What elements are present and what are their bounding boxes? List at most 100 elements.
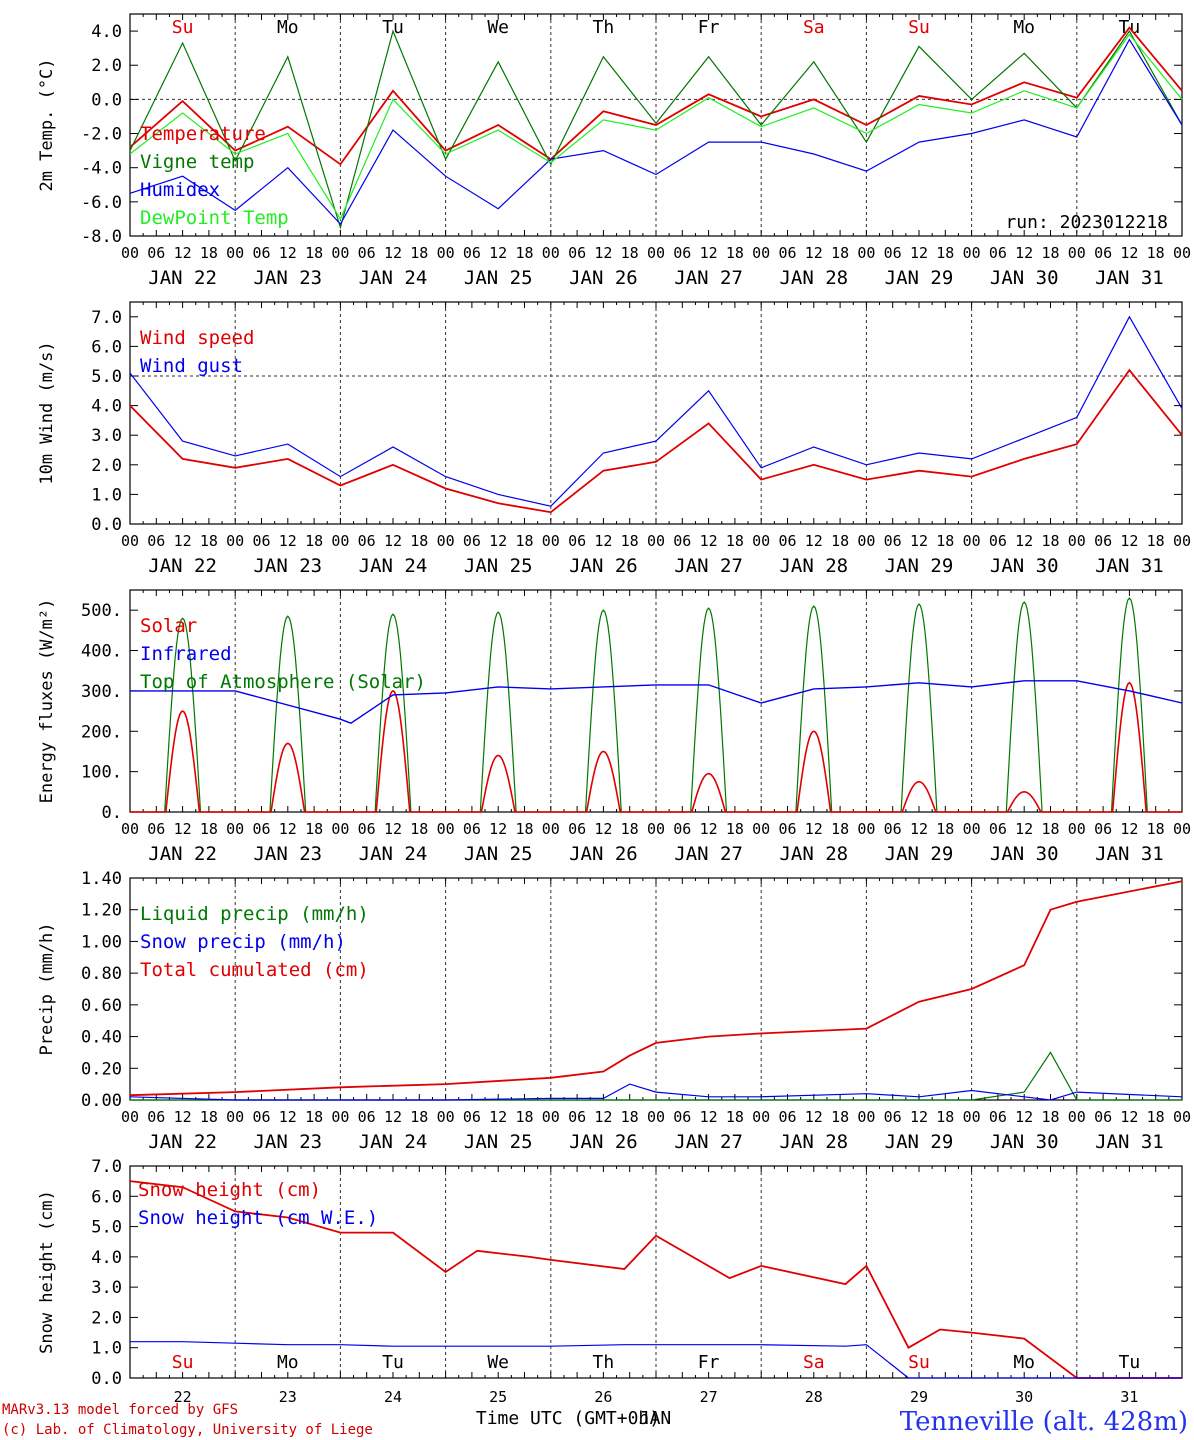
legend-entry: Infrared: [140, 643, 232, 665]
x-hour-label: 18: [936, 820, 954, 838]
x-hour-label: 12: [279, 244, 297, 262]
panel-snow: 0.0 1.0 2.0 3.0 4.0 5.0 6.0 7.0 Snow height (cm)…: [37, 1157, 1183, 1406]
x-hour-label: 12: [1015, 532, 1033, 550]
x-hour-label: 12: [489, 532, 507, 550]
x-day-label: JAN 30: [990, 843, 1059, 865]
day-name: Mo: [277, 1352, 299, 1373]
x-hour-label: 12: [384, 532, 402, 550]
x-hour-label: 18: [621, 820, 639, 838]
x-hour-label: 06: [252, 820, 270, 838]
x-hour-label: 12: [910, 1108, 928, 1126]
day-name: Su: [172, 1352, 194, 1373]
x-day-number: 27: [700, 1388, 718, 1406]
x-day-label: JAN 26: [569, 267, 638, 289]
legend-entry: Wind speed: [140, 327, 254, 349]
x-hour-label: 18: [831, 532, 849, 550]
x-hour-label: 18: [936, 532, 954, 550]
x-hour-label: 06: [358, 244, 376, 262]
y-tick-label: -6.0: [81, 193, 122, 213]
day-name: Su: [908, 17, 930, 38]
x-day-label: JAN 27: [674, 555, 743, 577]
x-hour-label: 06: [884, 1108, 902, 1126]
x-hour-label: 12: [700, 244, 718, 262]
y-tick-label: 5.0: [91, 367, 122, 387]
x-hour-label: 06: [1094, 820, 1112, 838]
x-day-label: JAN 31: [1095, 843, 1164, 865]
x-day-number: 28: [805, 1388, 823, 1406]
series-line: [129, 26, 1183, 166]
x-hour-label: 18: [410, 532, 428, 550]
y-axis-label: Energy fluxes (W/m²): [37, 599, 57, 804]
x-hour-label: 12: [279, 532, 297, 550]
x-hour-label: 06: [673, 532, 691, 550]
x-day-label: JAN 26: [569, 1131, 638, 1153]
x-hour-label: 18: [200, 1108, 218, 1126]
x-day-number: 25: [489, 1388, 507, 1406]
x-hour-label: 00: [226, 820, 244, 838]
x-hour-label: 18: [515, 244, 533, 262]
y-tick-label: 7.0: [91, 1157, 122, 1177]
x-hour-label: 12: [174, 820, 192, 838]
y-tick-label: 2.0: [91, 456, 122, 476]
x-day-label: JAN 23: [253, 267, 322, 289]
panel-wind: 0.0 1.0 2.0 3.0 4.0 5.0 6.0 7.0 10m Wind (m/s) 00…: [37, 301, 1191, 577]
x-day-label: JAN 24: [359, 555, 428, 577]
y-tick-label: 6.0: [91, 337, 122, 357]
x-day-label: JAN 29: [885, 555, 954, 577]
legend-entry: Snow height (cm): [138, 1179, 321, 1201]
y-tick-label: 0.40: [81, 1028, 122, 1048]
x-hour-label: 00: [857, 1108, 875, 1126]
x-day-label: JAN 23: [253, 555, 322, 577]
x-hour-label: 06: [358, 532, 376, 550]
x-day-label: JAN 24: [359, 843, 428, 865]
legend-entry: Snow height (cm W.E.): [138, 1207, 378, 1229]
x-day-label: JAN 28: [779, 843, 848, 865]
x-hour-label: 00: [121, 1108, 139, 1126]
series-line: [129, 1083, 1183, 1101]
x-day-label: JAN 27: [674, 1131, 743, 1153]
x-hour-label: 06: [778, 820, 796, 838]
x-hour-label: 12: [594, 532, 612, 550]
x-hour-label: 18: [515, 1108, 533, 1126]
x-hour-label: 18: [726, 244, 744, 262]
y-tick-label: 4.0: [91, 397, 122, 417]
x-hour-label: 00: [963, 820, 981, 838]
y-tick-label: 0.0: [91, 515, 122, 535]
y-tick-label: 7.0: [91, 308, 122, 328]
x-day-label: JAN 22: [148, 267, 217, 289]
x-hour-label: 00: [1068, 820, 1086, 838]
x-hour-label: 06: [463, 820, 481, 838]
x-hour-label: 12: [1015, 820, 1033, 838]
x-hour-label: 18: [831, 1108, 849, 1126]
series-line: [129, 315, 1183, 507]
x-day-label: JAN 29: [885, 267, 954, 289]
x-hour-label: 06: [568, 1108, 586, 1126]
legend-entry: Wind gust: [140, 355, 243, 377]
x-day-label: JAN 24: [359, 267, 428, 289]
x-hour-label: 06: [673, 820, 691, 838]
x-hour-label: 00: [542, 532, 560, 550]
y-tick-label: 3.0: [91, 1278, 122, 1298]
x-day-label: JAN 24: [359, 1131, 428, 1153]
x-hour-label: 12: [700, 1108, 718, 1126]
legend-entry: Liquid precip (mm/h): [140, 903, 369, 925]
x-hour-label: 00: [752, 244, 770, 262]
x-hour-label: 12: [805, 820, 823, 838]
x-day-number: 30: [1015, 1388, 1033, 1406]
x-hour-label: 12: [174, 532, 192, 550]
x-hour-label: 12: [1120, 820, 1138, 838]
day-name: Fr: [698, 17, 720, 38]
x-hour-label: 12: [594, 244, 612, 262]
y-axis-label: Precip (mm/h): [37, 922, 57, 1055]
x-hour-label: 12: [594, 1108, 612, 1126]
y-tick-label: 4.0: [91, 1248, 122, 1268]
y-tick-label: 1.40: [81, 869, 122, 889]
x-hour-label: 00: [542, 820, 560, 838]
legend-entry: Total cumulated (cm): [140, 959, 369, 981]
x-hour-label: 18: [305, 820, 323, 838]
x-day-number: 31: [1120, 1388, 1138, 1406]
x-hour-label: 06: [778, 1108, 796, 1126]
x-hour-label: 18: [305, 1108, 323, 1126]
x-hour-label: 06: [884, 820, 902, 838]
